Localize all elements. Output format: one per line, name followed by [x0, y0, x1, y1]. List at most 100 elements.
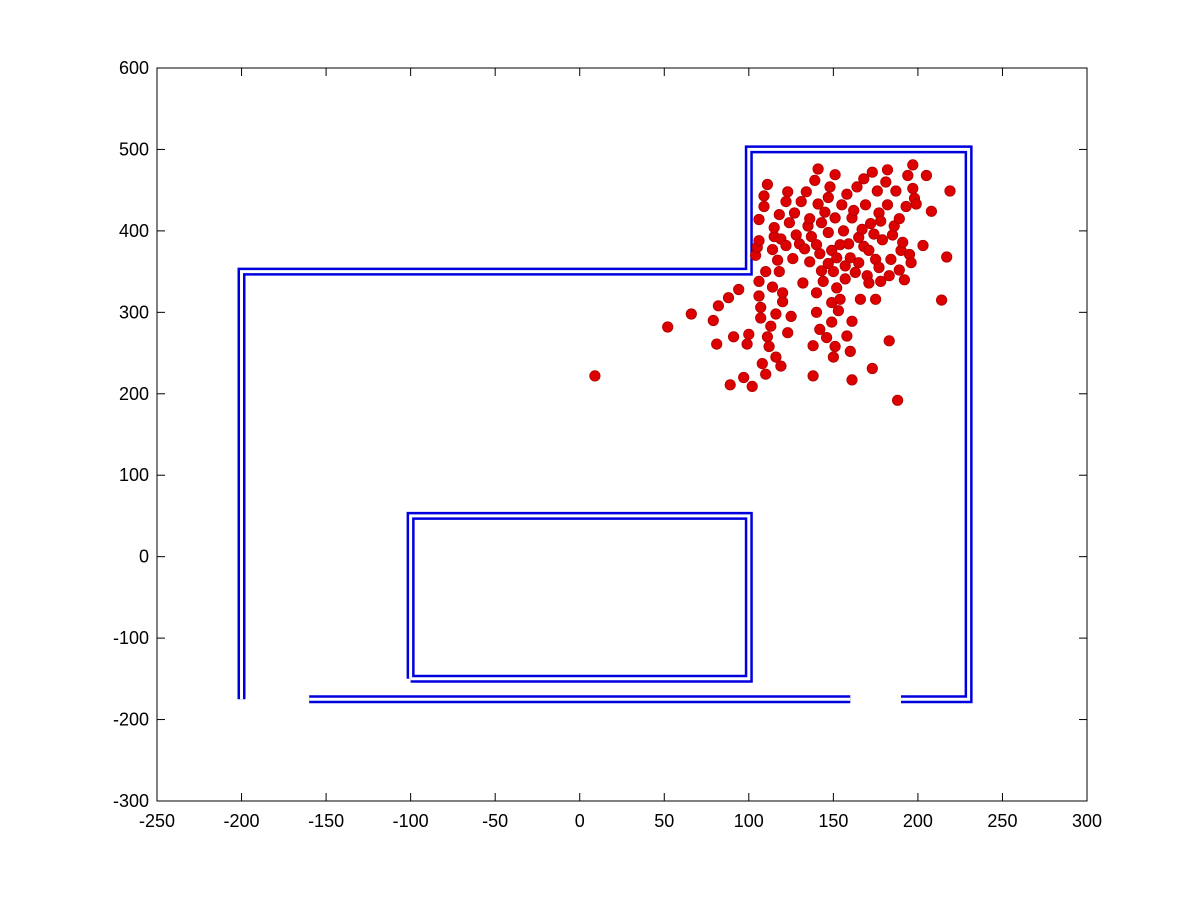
wall-line-gap-1: [240, 147, 971, 701]
particle-point: [758, 200, 770, 213]
y-axis-ticks: -300 -200 -100 0 100 200 300 400 500 600: [113, 58, 1087, 811]
y-tick-label: -300: [113, 791, 149, 811]
particle-point: [753, 235, 765, 247]
particle-point: [782, 327, 794, 339]
particle-point: [910, 198, 922, 210]
x-tick-label: -100: [393, 811, 429, 831]
particle-point: [891, 394, 904, 406]
particle-point: [817, 275, 829, 287]
particle-point: [844, 345, 856, 357]
particle-point: [746, 380, 758, 392]
particle-point: [770, 308, 782, 320]
particle-points: [589, 159, 956, 406]
particle-point: [827, 351, 840, 363]
particle-point: [822, 226, 834, 239]
particle-point: [890, 185, 902, 197]
particle-point: [831, 252, 843, 264]
particle-point: [873, 261, 885, 274]
particle-point: [768, 222, 780, 234]
particle-point: [866, 166, 878, 178]
particle-point: [935, 294, 948, 306]
particle-point: [756, 357, 768, 370]
particle-point: [755, 301, 767, 313]
y-tick-label: 600: [119, 58, 149, 78]
particle-point: [810, 306, 823, 318]
particle-point: [589, 370, 601, 382]
x-tick-label: -200: [224, 811, 260, 831]
particle-point: [917, 239, 929, 252]
particle-point: [795, 196, 807, 208]
particle-point: [844, 252, 856, 264]
particle-point: [869, 293, 882, 305]
particle-point: [881, 199, 894, 211]
y-tick-label: 500: [119, 139, 149, 159]
particle-point: [944, 185, 956, 197]
particle-point: [780, 239, 792, 252]
particle-point: [907, 159, 919, 171]
x-tick-label: 300: [1072, 811, 1102, 831]
particle-point: [782, 186, 794, 198]
particle-point: [907, 182, 919, 195]
particle-point: [798, 243, 811, 255]
x-tick-label: 0: [575, 811, 585, 831]
particle-point: [760, 368, 772, 380]
x-tick-label: -50: [482, 811, 508, 831]
particle-point: [853, 257, 865, 269]
particle-point: [707, 314, 719, 327]
particle-point: [800, 186, 812, 198]
particle-point: [820, 331, 833, 344]
particle-point: [776, 287, 789, 299]
particle-point: [880, 176, 892, 188]
particle-point: [804, 213, 816, 225]
particle-point: [842, 238, 855, 250]
particle-point: [885, 253, 897, 265]
particle-point: [733, 283, 745, 296]
x-tick-label: -150: [308, 811, 344, 831]
particle-point: [763, 340, 775, 353]
particle-point: [859, 199, 872, 211]
particle-point: [815, 265, 828, 277]
x-tick-label: -250: [139, 811, 175, 831]
particle-point: [807, 340, 819, 352]
particle-point: [848, 204, 860, 217]
y-tick-label: 0: [139, 547, 149, 567]
particle-point: [685, 308, 697, 320]
particle-point: [788, 207, 801, 219]
y-tick-label: 100: [119, 465, 149, 485]
particle-point: [925, 205, 938, 217]
particle-point: [876, 234, 889, 246]
particle-point: [783, 217, 796, 229]
y-tick-label: 300: [119, 302, 149, 322]
particle-point: [863, 244, 875, 256]
particle-point: [831, 282, 843, 294]
particle-point: [761, 178, 774, 191]
particle-point: [805, 231, 818, 243]
particle-point: [741, 338, 753, 350]
particle-point: [902, 169, 914, 182]
particle-point: [780, 196, 792, 208]
particle-point: [810, 287, 823, 299]
x-tick-label: 50: [654, 811, 674, 831]
particle-point: [841, 330, 853, 342]
particle-point: [662, 321, 674, 333]
particle-point: [822, 257, 834, 270]
particle-point: [753, 213, 765, 226]
particle-point: [893, 213, 905, 225]
particle-point: [941, 251, 953, 263]
y-tick-label: 400: [119, 221, 149, 241]
particle-point: [875, 275, 887, 287]
particle-point: [871, 185, 883, 197]
particle-point: [886, 229, 899, 241]
particle-point: [738, 371, 750, 384]
particle-point: [785, 310, 797, 322]
y-tick-label: -100: [113, 628, 149, 648]
particle-point: [829, 169, 841, 181]
particle-point: [866, 362, 878, 375]
particle-point: [766, 281, 779, 293]
particle-point: [804, 256, 816, 268]
particle-point: [814, 248, 826, 260]
particle-point: [839, 260, 851, 272]
y-tick-label: -200: [113, 710, 149, 730]
x-axis-ticks: -250 -200 -150 -100 -50 0 50 100 150 200 250 300: [139, 68, 1102, 831]
particle-point: [824, 181, 836, 193]
